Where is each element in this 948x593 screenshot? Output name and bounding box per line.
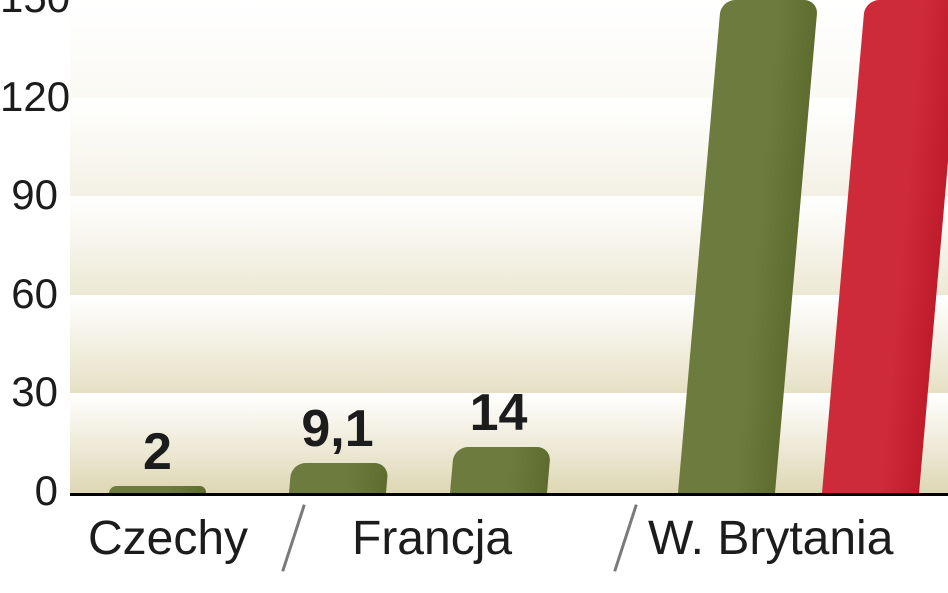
- category-label: Czechy: [88, 511, 248, 566]
- y-tick-label: 60: [0, 270, 58, 318]
- grid-line: [70, 0, 948, 1]
- bar-value-label: 14: [470, 383, 528, 443]
- grid-line: [70, 98, 948, 100]
- category-label: W. Brytania: [648, 511, 893, 566]
- bar-value-label: 2: [143, 422, 172, 482]
- bar: [109, 486, 207, 493]
- bar: [289, 463, 389, 493]
- category-separator: [281, 504, 305, 572]
- x-axis: [70, 493, 948, 496]
- grid-line: [70, 196, 948, 198]
- bar: [450, 447, 551, 493]
- y-tick-label: 150: [0, 0, 58, 22]
- bar-value-label: 9,1: [301, 399, 373, 459]
- y-tick-label: 90: [0, 171, 58, 219]
- bar-chart: 0 30 60 90 120 150 Czechy Francja W. Bry…: [0, 0, 948, 593]
- y-tick-label: 30: [0, 368, 58, 416]
- y-tick-label: 120: [0, 73, 58, 121]
- category-separator: [613, 504, 637, 572]
- background-band: [70, 99, 948, 198]
- background-band: [70, 197, 948, 296]
- background-band: [70, 296, 948, 395]
- y-tick-label: 0: [0, 467, 58, 515]
- category-label: Francja: [352, 511, 512, 566]
- grid-line: [70, 295, 948, 297]
